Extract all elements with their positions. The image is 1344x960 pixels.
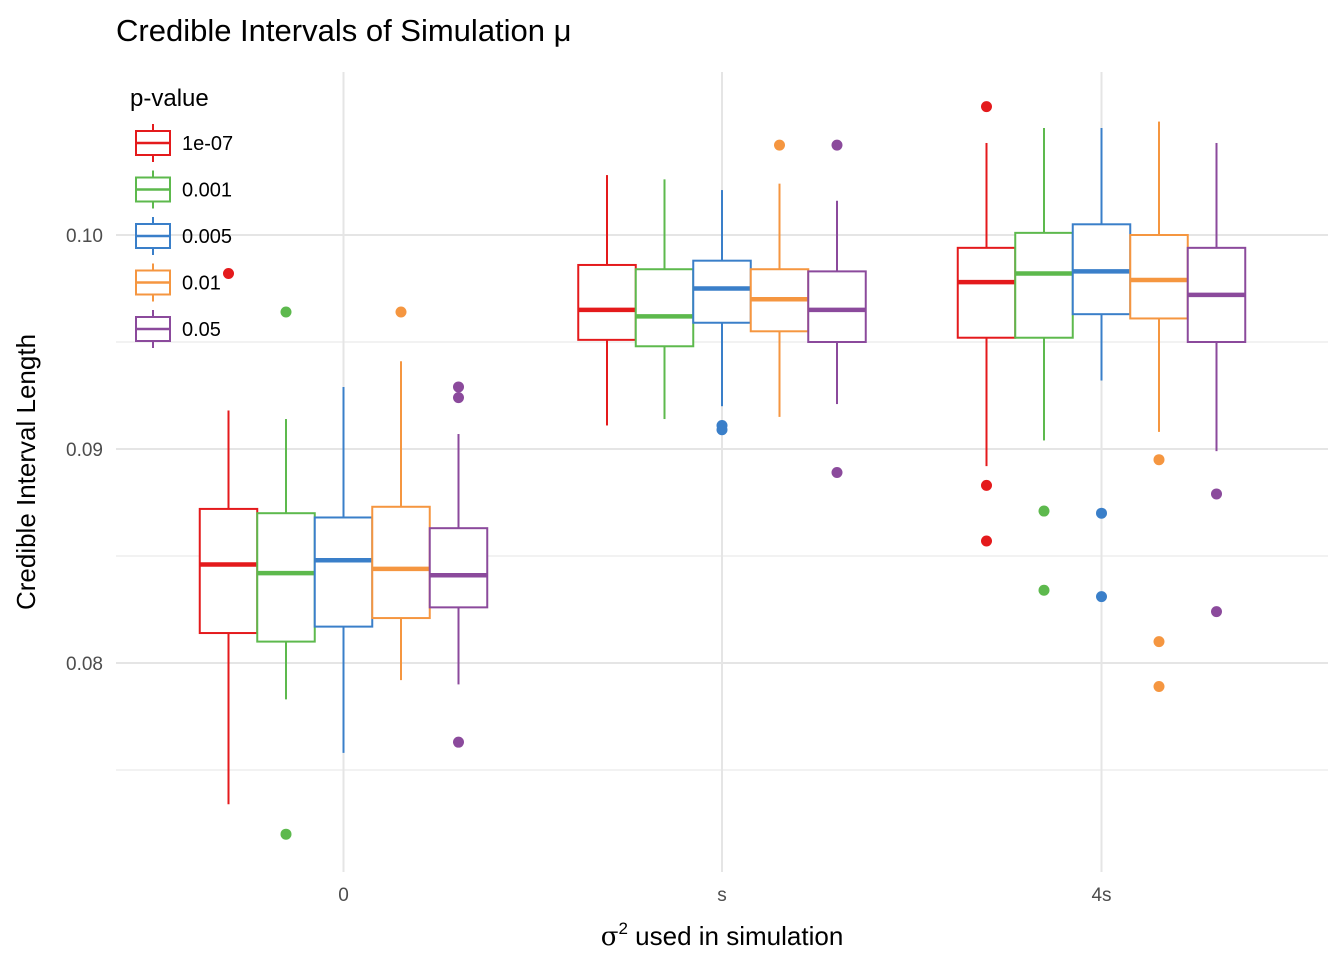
plot-marks: [198, 101, 1247, 840]
outlier-point-1: [1096, 591, 1107, 603]
x-tick-label-0: 0: [338, 885, 349, 906]
box-body: [198, 507, 259, 635]
outlier-point-0: [1096, 507, 1107, 519]
y-tick-label-2: 0.10: [66, 226, 103, 247]
box-body: [313, 516, 374, 628]
box-body: [577, 263, 637, 341]
legend-item-4: 0.05: [135, 310, 221, 348]
box-body: [634, 268, 695, 348]
box-4-0: [428, 381, 489, 748]
legend-item-0: 1e-07: [135, 124, 233, 162]
outlier-point-0: [981, 101, 992, 113]
box-3-2: [1129, 121, 1189, 693]
outlier-point-0: [1153, 454, 1165, 466]
y-axis-ticks: 0.08 0.09 0.10: [66, 226, 103, 675]
box-3-0: [371, 306, 431, 681]
box-body: [956, 246, 1017, 339]
box-1-0: [256, 306, 316, 840]
legend-item-2: 0.005: [135, 217, 232, 255]
x-axis-title-superscript: 2: [618, 919, 627, 938]
box-body: [807, 270, 867, 344]
outlier-point-0: [1038, 505, 1050, 517]
y-tick-label-1: 0.09: [66, 440, 103, 461]
y-tick-label-0: 0.08: [66, 654, 103, 675]
outlier-point-0: [280, 306, 292, 318]
legend-title: p-value: [130, 85, 209, 112]
outlier-point-0: [223, 268, 234, 280]
box-body: [428, 527, 489, 609]
x-axis-title: σ2 used in simulation: [601, 919, 844, 952]
outlier-point-0: [1211, 488, 1222, 500]
outlier-point-1: [981, 479, 992, 491]
x-axis-title-text: used in simulation: [628, 921, 843, 951]
box-0-2: [956, 101, 1017, 547]
outlier-point-1: [453, 392, 464, 404]
box-2-0: [313, 386, 374, 753]
legend: p-value 1e-07 0.001 0.005 0.01 0.05: [130, 85, 233, 348]
box-4-1: [807, 139, 867, 479]
chart-title: Credible Intervals of Simulation μ: [116, 13, 572, 48]
outlier-point-0: [453, 381, 464, 393]
box-3-1: [749, 139, 810, 417]
outlier-point-1: [280, 828, 292, 840]
outlier-point-2: [453, 736, 464, 748]
outlier-point-1: [1211, 606, 1222, 618]
x-tick-label-1: s: [717, 885, 727, 906]
box-0-0: [198, 268, 259, 805]
outlier-point-2: [981, 535, 992, 547]
outlier-point-1: [716, 424, 728, 436]
outlier-point-1: [1038, 584, 1050, 596]
legend-label: 1e-07: [182, 133, 233, 155]
legend-item-1: 0.001: [135, 170, 232, 209]
box-2-1: [692, 190, 752, 436]
box-body: [1014, 231, 1074, 339]
x-tick-label-2: 4s: [1091, 885, 1111, 906]
outlier-point-2: [1153, 681, 1165, 693]
y-axis-title: Credible Interval Length: [11, 334, 41, 610]
box-1-1: [634, 179, 695, 420]
x-axis-ticks: 0 s 4s: [338, 885, 1111, 906]
legend-item-3: 0.01: [135, 263, 221, 302]
legend-label: 0.001: [182, 180, 232, 202]
box-body: [256, 512, 316, 643]
outlier-point-1: [1153, 636, 1165, 648]
box-body: [371, 505, 431, 620]
outlier-point-0: [831, 139, 843, 151]
box-body: [692, 259, 752, 324]
box-4-2: [1186, 142, 1247, 618]
outlier-point-0: [395, 306, 407, 318]
box-2-2: [1071, 128, 1132, 603]
legend-label: 0.01: [182, 273, 221, 295]
box-0-1: [577, 175, 637, 426]
legend-label: 0.05: [182, 319, 221, 341]
box-1-2: [1014, 128, 1074, 596]
x-axis-title-symbol: σ: [601, 922, 619, 952]
outlier-point-0: [774, 139, 785, 151]
outlier-point-1: [831, 467, 843, 479]
legend-label: 0.005: [182, 226, 232, 248]
box-body: [1129, 234, 1189, 320]
